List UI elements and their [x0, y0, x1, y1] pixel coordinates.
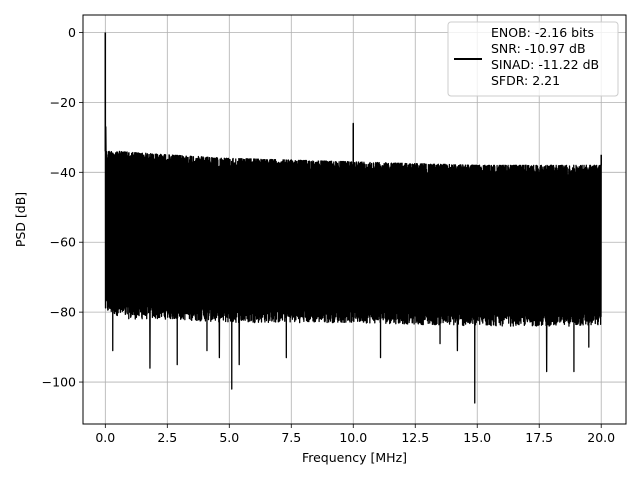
- x-tick-label: 12.5: [401, 430, 429, 445]
- legend: ENOB: -2.16 bits SNR: -10.97 dB SINAD: -…: [447, 21, 619, 97]
- legend-enob: ENOB: -2.16 bits: [491, 25, 594, 40]
- x-tick-label: 10.0: [339, 430, 367, 445]
- x-tick-label: 15.0: [463, 430, 491, 445]
- x-tick-label: 0.0: [95, 430, 115, 445]
- axes-frame: [82, 14, 627, 425]
- legend-sfdr: SFDR: 2.21: [491, 73, 560, 88]
- y-tick-label: −20: [50, 95, 76, 110]
- x-tick-label: 20.0: [587, 430, 615, 445]
- x-tick-label: 17.5: [525, 430, 553, 445]
- legend-box: [447, 21, 619, 97]
- y-tick-label: −100: [42, 375, 76, 390]
- legend-sinad: SINAD: -11.22 dB: [491, 57, 599, 72]
- x-axis-label: Frequency [MHz]: [302, 450, 407, 465]
- y-tick-label: −80: [50, 305, 76, 320]
- plot-data: [104, 32, 602, 404]
- x-tick-label: 7.5: [281, 430, 301, 445]
- y-tick-label: −60: [50, 235, 76, 250]
- x-tick-label: 5.0: [219, 430, 239, 445]
- legend-snr: SNR: -10.97 dB: [491, 41, 586, 56]
- y-tick-label: 0: [68, 25, 76, 40]
- y-tick-label: −40: [50, 165, 76, 180]
- y-axis-label: PSD [dB]: [13, 192, 28, 247]
- x-tick-label: 2.5: [157, 430, 177, 445]
- ticks: 0.0 2.5 5.0 7.5 10.0 12.5 15.0 17.5 20.0 0 −20 −40 −…: [42, 25, 616, 445]
